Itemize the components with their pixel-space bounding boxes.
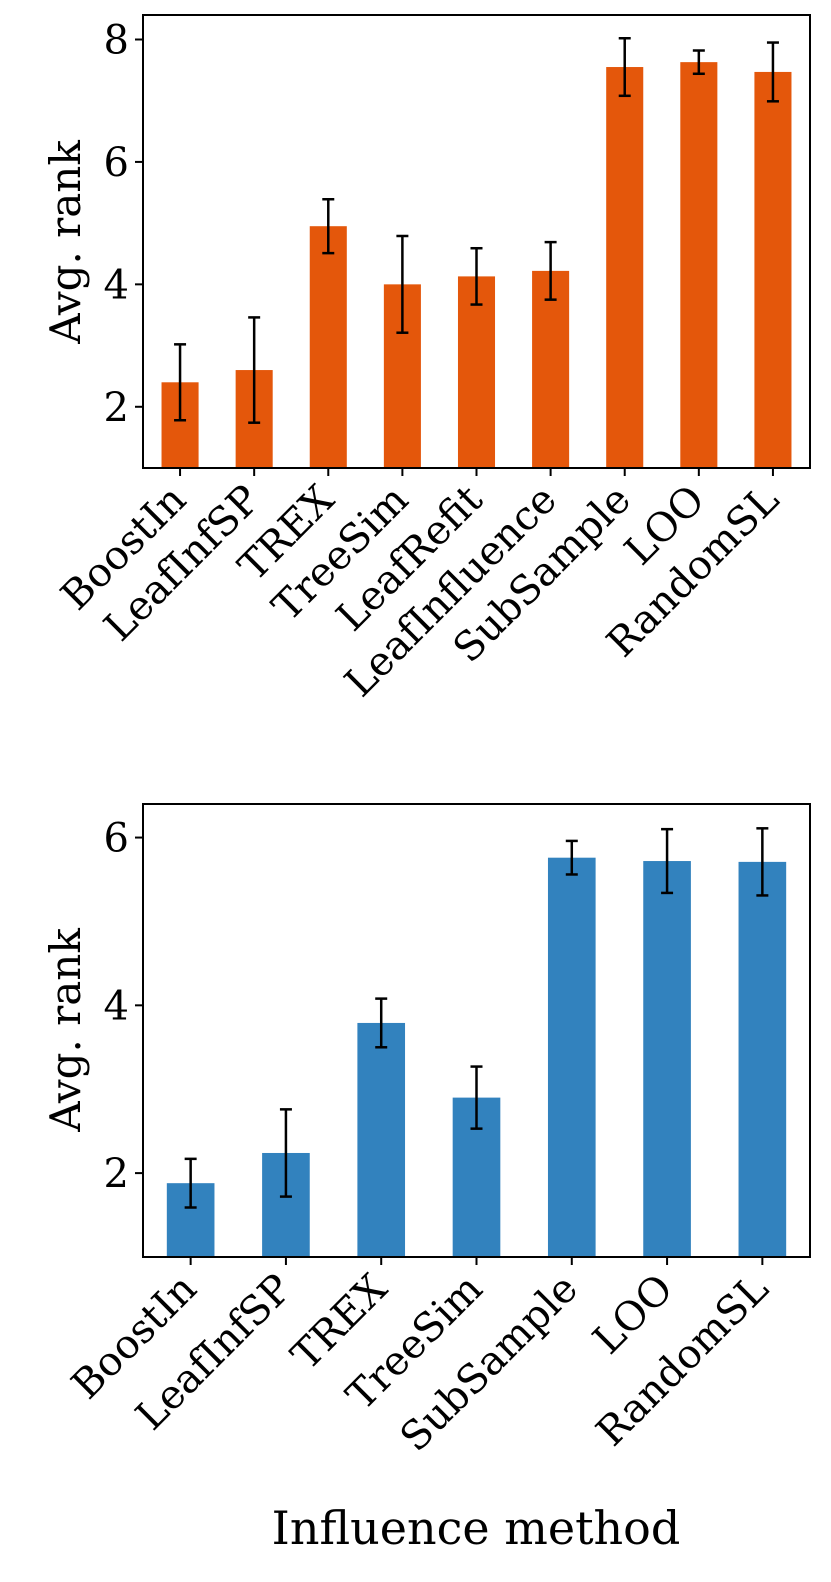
bottom-ytick-label: 2 [104,1151,129,1197]
bottom-y-ticks: 2 4 6 [104,816,143,1197]
top-ytick-label: 4 [104,262,129,308]
top-x-ticks: BoostInLeafInfSPTREXTreeSimLeafRefitLeaf… [52,468,788,706]
top-bars [161,62,792,469]
top-bar-loo [680,62,718,469]
bottom-errorbar-treesim [470,1065,483,1130]
bottom-errorbar-boostin [184,1157,197,1209]
top-errorbar-loo [692,49,705,76]
top-bar-chart: 2 4 6 8 BoostInLeafInfSPTREXTreeSimLeafRefi… [41,14,811,706]
bottom-bar-subsample [547,857,596,1257]
top-error-bars [174,37,779,424]
top-errorbar-boostin [174,343,187,422]
top-bar-subsample [606,67,644,468]
bottom-bar-trex [357,1022,406,1257]
top-errorbar-trex [322,198,335,255]
top-errorbar-leafinfsp [248,316,261,424]
top-errorbar-leafinfluence [544,240,557,301]
top-errorbar-subsample [618,37,631,98]
bottom-ytick-label: 4 [104,983,129,1029]
top-ytick-label: 2 [104,385,129,431]
bottom-x-ticks: BoostInLeafInfSPTREXTreeSimSubSampleLOOR… [63,1257,777,1461]
bottom-errorbar-randomsl [756,827,769,897]
bottom-bar-randomsl [738,861,787,1257]
bottom-errorbar-leafinfsp [279,1108,292,1198]
top-errorbar-leafrefit [470,246,483,306]
bottom-errorbar-trex [375,997,388,1049]
bottom-bar-loo [643,861,691,1257]
top-errorbar-randomsl [766,41,779,103]
bottom-x-axis-label: Influence method [272,1501,681,1555]
bottom-errorbar-loo [661,827,674,895]
bottom-ytick-label: 6 [104,816,129,862]
top-y-ticks: 2 4 6 8 [104,17,143,431]
bottom-bars [166,857,787,1257]
top-bar-leafinfluence [532,270,570,468]
top-bar-randomsl [754,71,792,468]
bottom-bar-chart: 2 4 6 BoostInLeafInfSPTREXTreeSimSubSample… [41,803,811,1555]
bottom-y-axis-label: Avg. rank [41,928,90,1133]
top-ytick-label: 8 [104,17,129,63]
top-bar-leafrefit [457,276,496,468]
bottom-errorbar-subsample [565,839,578,876]
top-errorbar-treesim [396,234,409,334]
bottom-error-bars [184,827,769,1209]
top-y-axis-label: Avg. rank [41,140,90,345]
top-ytick-label: 6 [104,140,129,186]
top-bar-trex [309,226,347,468]
